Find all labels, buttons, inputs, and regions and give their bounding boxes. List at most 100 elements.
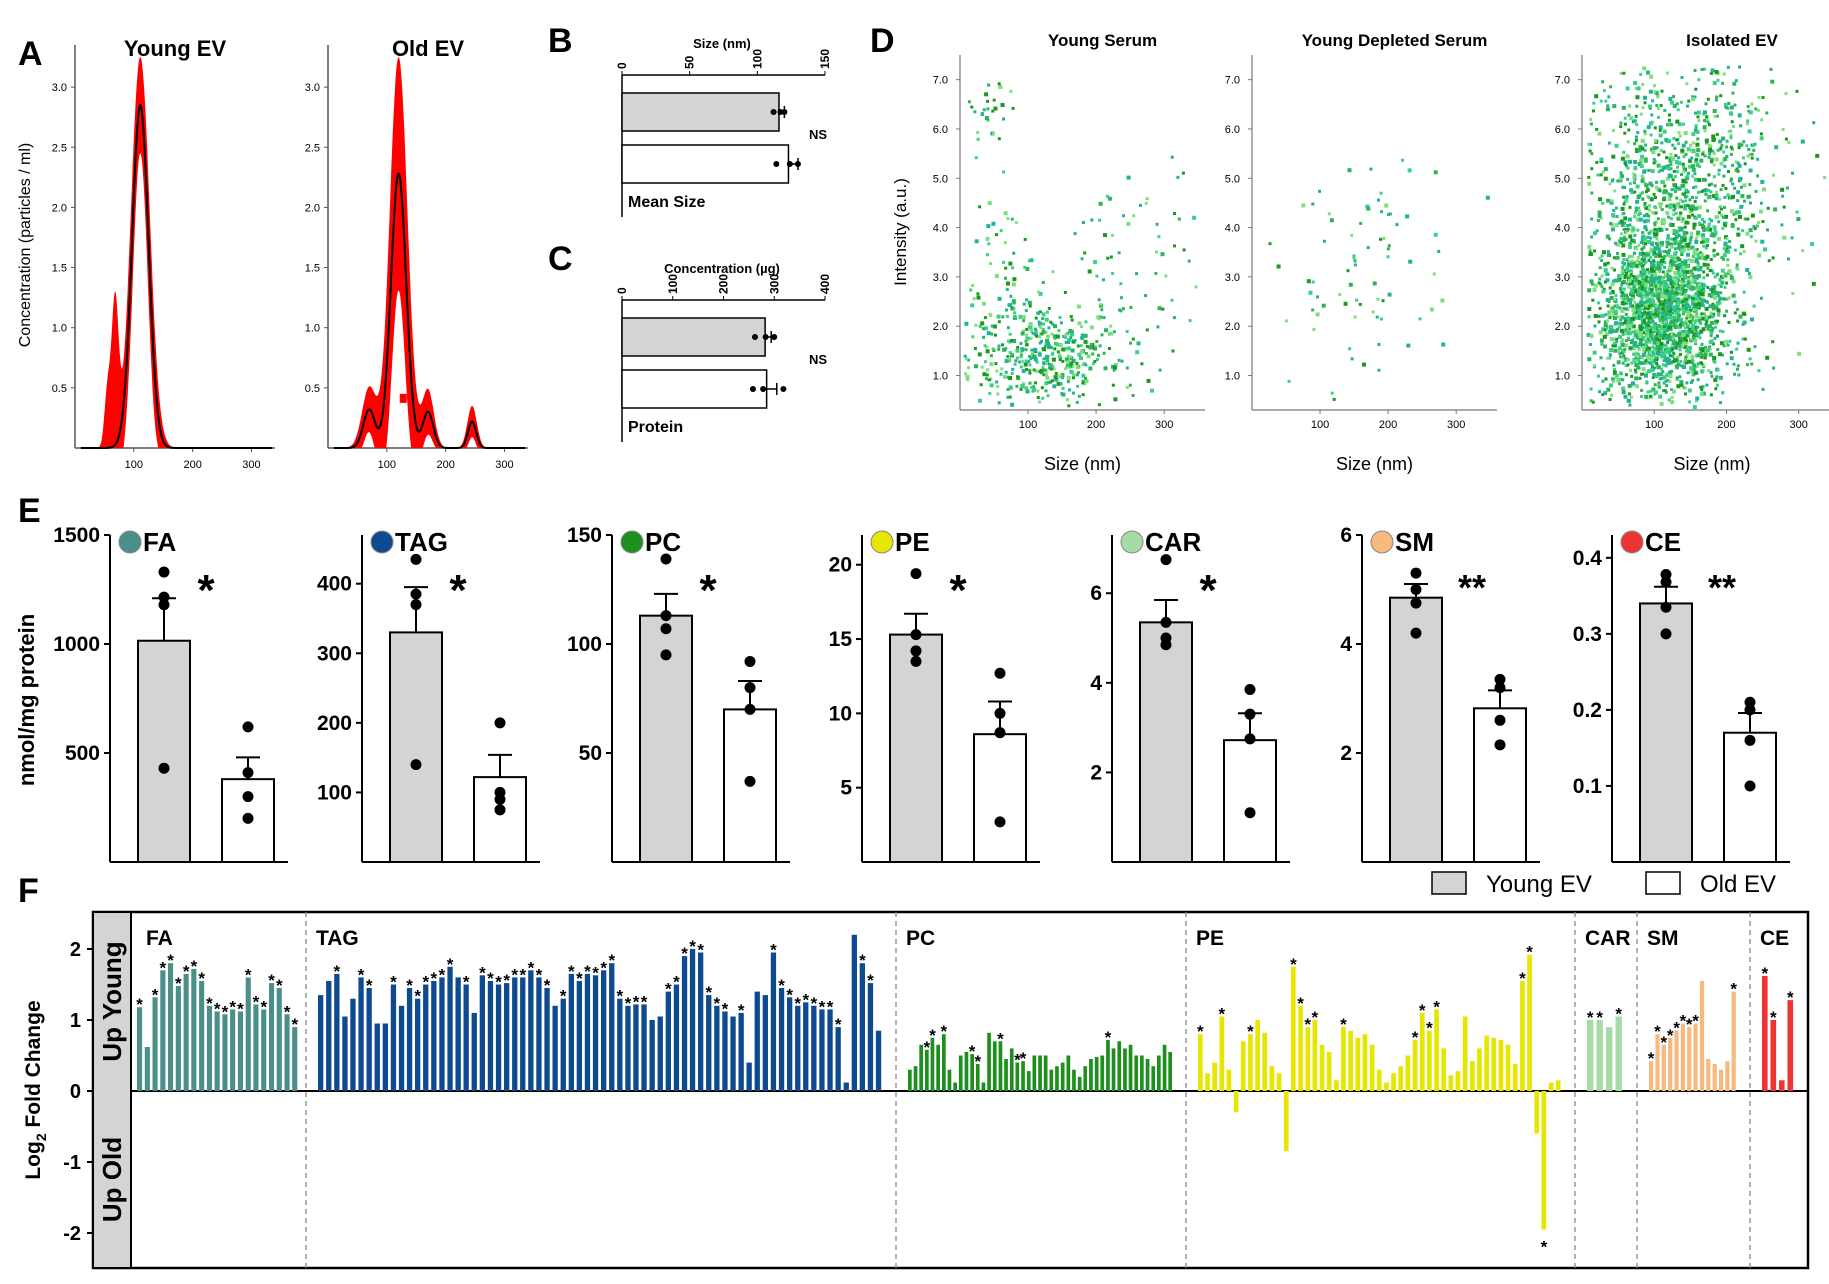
d-scatter-point — [1716, 308, 1721, 313]
d-scatter-point — [1617, 334, 1622, 339]
d-scatter-point — [1676, 297, 1680, 301]
d-scatter-point — [1649, 229, 1653, 234]
d-scatter-point — [1641, 353, 1646, 357]
d-scatter-point — [1635, 260, 1640, 265]
d-scatter-point — [1748, 228, 1753, 233]
f-bar — [406, 988, 413, 1091]
f-bar — [318, 995, 324, 1091]
d-scatter-point — [1613, 304, 1617, 308]
f-bar — [1072, 1069, 1076, 1091]
d-scatter-point — [1441, 342, 1446, 347]
d-scatter-point — [1600, 274, 1604, 278]
d-scatter-point — [966, 378, 970, 382]
d-scatter-point — [1675, 309, 1680, 314]
d-scatter-point — [1745, 231, 1750, 236]
d-scatter-point — [1054, 377, 1059, 382]
d-scatter-point — [1682, 238, 1687, 243]
d-scatter-point — [1609, 291, 1613, 295]
d-scatter-point — [1068, 328, 1073, 333]
d-scatter-point — [1782, 235, 1787, 240]
d-scatter-point — [1657, 299, 1661, 303]
d-scatter-point — [1638, 217, 1643, 222]
d-scatter-point — [1650, 368, 1655, 373]
d-scatter-point — [1689, 306, 1694, 311]
f-significance-star: * — [697, 941, 704, 960]
f-significance-star: * — [689, 937, 696, 956]
d-scatter-point — [1719, 275, 1724, 279]
d-scatter-point — [1725, 281, 1729, 285]
d-scatter-point — [1656, 95, 1660, 99]
d-scatter-point — [1066, 380, 1070, 384]
panel-letter-A: A — [18, 35, 43, 73]
d-scatter-point — [1051, 270, 1055, 274]
d-scatter-point — [1029, 258, 1034, 263]
d-scatter-point — [1715, 375, 1719, 379]
d-scatter-point — [1703, 110, 1707, 115]
d-scatter-point — [1076, 373, 1079, 377]
d-y-tick-label: 6.0 — [1225, 124, 1240, 136]
d-scatter-point — [1616, 303, 1620, 307]
d-scatter-point — [1672, 170, 1676, 173]
e-lipid-color-dot — [1370, 530, 1394, 554]
d-scatter-point — [1725, 139, 1729, 143]
d-scatter-point — [981, 301, 986, 306]
d-scatter-point — [1003, 374, 1007, 379]
a-title: Young EV — [124, 36, 227, 61]
f-significance-star: * — [1660, 1033, 1667, 1052]
d-scatter-point — [1657, 253, 1662, 258]
d-scatter-point — [1647, 346, 1651, 350]
d-scatter-point — [1709, 334, 1713, 338]
d-scatter-point — [1641, 361, 1645, 365]
f-bar — [987, 1032, 991, 1091]
d-scatter-point — [1638, 211, 1642, 215]
f-bar — [1198, 1034, 1203, 1091]
e-data-point — [242, 812, 254, 824]
d-scatter-point — [1051, 351, 1055, 355]
d-scatter-point — [1000, 103, 1005, 107]
e-y-tick-label: 5 — [840, 777, 852, 800]
f-significance-star: * — [253, 992, 260, 1011]
d-scatter-point — [1663, 348, 1668, 352]
d-scatter-point — [1656, 285, 1660, 289]
d-scatter-point — [1643, 313, 1648, 317]
d-scatter-point — [1650, 336, 1655, 341]
d-scatter-point — [1597, 374, 1600, 378]
d-scatter-point — [1648, 340, 1652, 344]
d-scatter-point — [1702, 289, 1706, 293]
e-bar — [1473, 707, 1527, 863]
d-y-tick-label: 5.0 — [933, 173, 948, 185]
f-bar — [1555, 1080, 1561, 1091]
d-scatter-point — [1597, 210, 1602, 215]
d-scatter-point — [1437, 249, 1441, 253]
d-scatter-point — [1655, 345, 1659, 348]
d-scatter-point — [1712, 225, 1717, 230]
d-scatter-point — [1714, 319, 1718, 323]
d-scatter-point — [1652, 360, 1656, 364]
d-scatter-point — [1047, 344, 1051, 348]
d-scatter-point — [1691, 286, 1696, 291]
d-scatter-point — [1353, 259, 1357, 263]
d-scatter-point — [1631, 119, 1636, 124]
f-significance-star: * — [1673, 1019, 1680, 1038]
d-scatter-point — [1634, 138, 1638, 142]
d-scatter-point — [1717, 311, 1721, 315]
f-significance-star: * — [802, 990, 809, 1009]
d-scatter-point — [1173, 212, 1176, 215]
f-significance-star: * — [778, 976, 785, 995]
f-significance-star: * — [835, 1015, 842, 1034]
d-scatter-point — [1687, 388, 1692, 393]
d-scatter-point — [1738, 214, 1742, 219]
f-significance-star: * — [222, 1002, 229, 1021]
d-scatter-point — [1600, 313, 1605, 318]
d-scatter-point — [1737, 163, 1742, 168]
d-scatter-point — [1708, 269, 1712, 272]
f-bar — [1026, 1071, 1031, 1091]
f-significance-star: * — [1340, 1015, 1347, 1034]
d-scatter-point — [1620, 355, 1624, 359]
f-up-old-label: Up Old — [97, 1137, 127, 1222]
e-lipid-color-dot — [870, 530, 894, 554]
d-scatter-point — [1100, 333, 1104, 337]
d-scatter-point — [1646, 390, 1650, 394]
d-scatter-point — [1633, 166, 1638, 171]
d-y-tick-label: 1.0 — [933, 370, 948, 382]
